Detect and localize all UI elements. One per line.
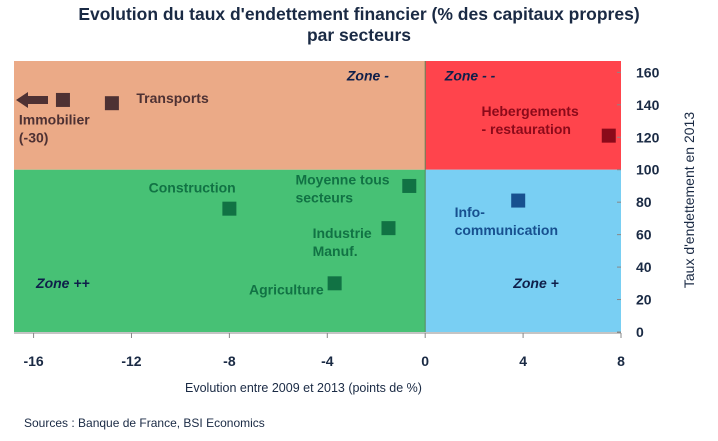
- data-label: communication: [455, 222, 558, 238]
- zone-area: [14, 61, 426, 170]
- y-tick-label: 60: [636, 227, 652, 243]
- y-tick-label: 140: [636, 97, 660, 113]
- arrow-left-icon: [16, 91, 48, 108]
- x-tick-label: -12: [121, 353, 141, 369]
- chart-title-line1: Evolution du taux d'endettement financie…: [78, 4, 640, 24]
- y-tick-label: 80: [636, 194, 652, 210]
- source-note: Sources : Banque de France, BSI Economic…: [24, 416, 265, 430]
- x-axis-label: Evolution entre 2009 et 2013 (points de …: [185, 381, 422, 395]
- zone-label: Zone ++: [35, 275, 90, 291]
- x-tick-label: 0: [421, 353, 429, 369]
- y-tick-label: 40: [636, 259, 652, 275]
- zone-label: Zone - -: [444, 67, 496, 83]
- data-point: [222, 201, 237, 216]
- x-tick-label: -8: [223, 353, 236, 369]
- y-axis-label: Taux d'endettement en 2013: [681, 112, 697, 288]
- x-tick-label: -4: [321, 353, 334, 369]
- zone-area: [425, 61, 621, 170]
- data-label: secteurs: [295, 189, 353, 205]
- data-point: [402, 178, 417, 193]
- y-tick-label: 0: [636, 324, 644, 340]
- chart-title-line2: par secteurs: [306, 25, 412, 45]
- data-point: [327, 276, 342, 291]
- data-point: [511, 193, 526, 208]
- data-label: Construction: [149, 179, 236, 195]
- x-tick-label: 4: [519, 353, 527, 369]
- zone-area: [14, 169, 426, 332]
- chart-title: Evolution du taux d'endettement financie…: [0, 4, 718, 46]
- data-label: Industrie: [313, 225, 372, 241]
- y-tick-label: 120: [636, 129, 660, 145]
- data-label: Hebergements: [481, 103, 578, 119]
- y-tick-label: 100: [636, 162, 660, 178]
- x-tick-label: 8: [617, 353, 625, 369]
- data-label: (-30): [19, 129, 49, 145]
- data-point: [601, 128, 616, 143]
- data-label: Transports: [136, 90, 209, 106]
- data-point: [55, 92, 70, 107]
- data-label: Immobilier: [19, 111, 90, 127]
- data-label: Moyenne tous: [295, 171, 389, 187]
- y-tick-label: 20: [636, 292, 652, 308]
- data-label: - restauration: [481, 121, 570, 137]
- data-label: Info-: [455, 204, 486, 220]
- data-point: [381, 221, 396, 236]
- data-label: Agriculture: [249, 282, 324, 298]
- data-label: Manuf.: [313, 243, 358, 259]
- y-tick-label: 160: [636, 64, 660, 80]
- x-tick-label: -16: [23, 353, 43, 369]
- zone-label: Zone -: [346, 67, 389, 83]
- data-point: [104, 96, 119, 111]
- zone-label: Zone +: [512, 275, 559, 291]
